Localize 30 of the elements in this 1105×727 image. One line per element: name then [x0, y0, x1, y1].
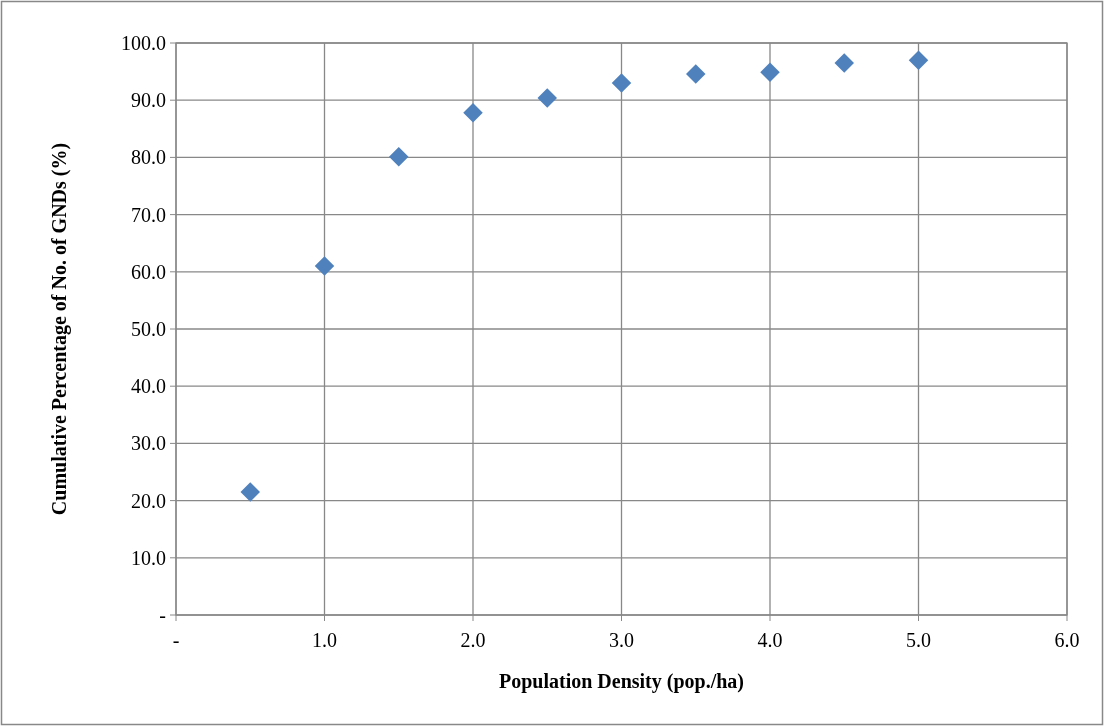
x-axis-title: Population Density (pop./ha) — [498, 670, 745, 693]
y-tick-label: 30.0 — [131, 432, 166, 455]
y-tick-label: 10.0 — [131, 546, 166, 569]
y-tick-label: 40.0 — [131, 375, 166, 398]
x-tick-label: 5.0 — [906, 629, 931, 651]
y-tick-label: 50.0 — [131, 318, 166, 340]
point — [908, 50, 929, 70]
x-tick-label: 4.0 — [757, 629, 783, 651]
y-tick-label: 20.0 — [131, 489, 166, 512]
point — [686, 64, 706, 84]
y-tick-label: 80.0 — [131, 146, 166, 169]
x-tick-label: - — [172, 629, 180, 651]
point — [463, 103, 483, 123]
point — [314, 256, 335, 276]
y-tick-label: 90.0 — [131, 89, 166, 112]
x-tick-label: 1.0 — [312, 629, 337, 651]
y-tick-label: - — [159, 604, 166, 626]
x-tick-label: 6.0 — [1054, 629, 1080, 651]
point — [389, 147, 409, 167]
x-tick-label: 2.0 — [460, 629, 486, 651]
y-axis-title: Cumulative Percentage of No. of GNDs (%) — [48, 142, 71, 516]
point — [611, 73, 632, 93]
point — [240, 482, 260, 502]
y-tick-label: 100.0 — [121, 32, 166, 54]
point — [537, 88, 557, 108]
y-tick-label: 70.0 — [131, 203, 166, 226]
point — [834, 53, 854, 73]
point — [760, 62, 780, 82]
x-tick-label: 3.0 — [609, 629, 634, 651]
y-tick-label: 60.0 — [131, 260, 166, 283]
